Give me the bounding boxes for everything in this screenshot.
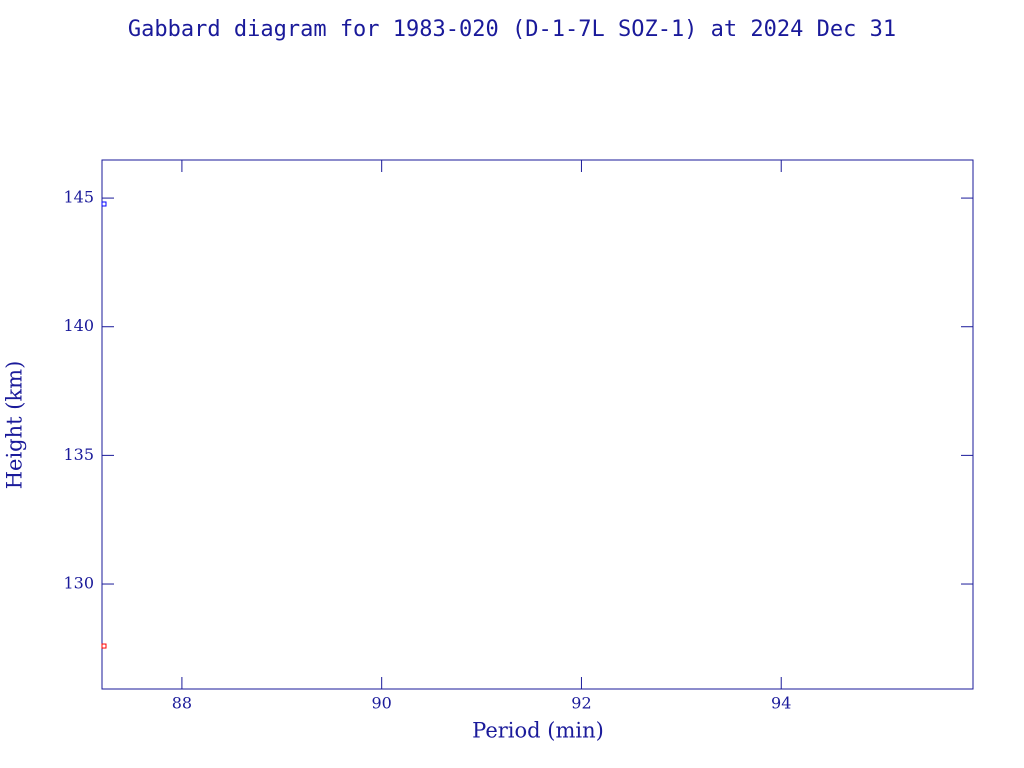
plot-frame (101, 159, 974, 690)
y-axis-label: Height (km) (3, 361, 27, 490)
y-tick-label: 140 (63, 316, 94, 335)
y-tick-label: 135 (63, 445, 94, 464)
x-tick-label: 92 (571, 694, 591, 713)
point (101, 643, 107, 649)
x-tick-label: 94 (771, 694, 791, 713)
chart-title: Gabbard diagram for 1983-020 (D-1-7L SOZ… (128, 17, 896, 42)
y-tick-label: 130 (63, 574, 94, 593)
x-tick-label: 88 (172, 694, 192, 713)
x-axis-label: Period (min) (472, 719, 604, 743)
y-tick-label: 145 (63, 188, 94, 207)
point (101, 201, 107, 207)
x-tick-label: 90 (371, 694, 391, 713)
